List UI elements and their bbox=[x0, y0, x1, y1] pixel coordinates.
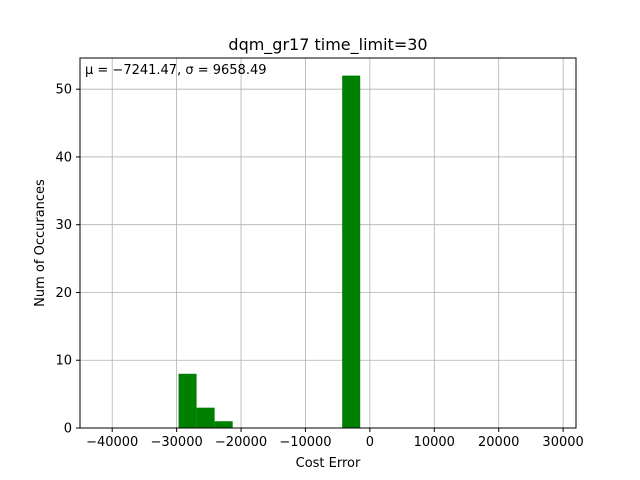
x-tick-label: 30000 bbox=[542, 435, 583, 450]
stats-annotation: μ = −7241.47, σ = 9658.49 bbox=[85, 63, 267, 78]
x-tick-label: 10000 bbox=[414, 435, 455, 450]
chart-title: dqm_gr17 time_limit=30 bbox=[228, 35, 427, 55]
histogram-bars bbox=[178, 75, 361, 428]
y-tick-label: 20 bbox=[55, 286, 72, 301]
histogram-bar bbox=[178, 373, 197, 428]
plot-frame bbox=[79, 57, 577, 429]
x-axis-label: Cost Error bbox=[296, 456, 361, 471]
y-axis-label: Num of Occurances bbox=[33, 179, 48, 307]
y-tick-label: 40 bbox=[55, 150, 72, 165]
x-tick-label: −40000 bbox=[86, 435, 138, 450]
y-tick-label: 30 bbox=[55, 218, 72, 233]
x-tick-label: 0 bbox=[366, 435, 374, 450]
histogram-bar bbox=[196, 407, 215, 428]
y-axis-ticks: 0 10 20 30 40 50 bbox=[55, 83, 80, 437]
x-tick-label: −20000 bbox=[215, 435, 267, 450]
y-tick-label: 10 bbox=[55, 354, 72, 369]
y-tick-label: 0 bbox=[64, 422, 72, 437]
x-tick-label: −30000 bbox=[150, 435, 202, 450]
y-tick-label: 50 bbox=[55, 83, 72, 98]
x-axis-ticks: −40000 −30000 −20000 −10000 0 10000 20000 30000 bbox=[86, 428, 584, 450]
histogram-bar bbox=[342, 75, 361, 428]
x-tick-label: −10000 bbox=[279, 435, 331, 450]
histogram-bar bbox=[214, 421, 233, 428]
x-tick-label: 20000 bbox=[478, 435, 519, 450]
